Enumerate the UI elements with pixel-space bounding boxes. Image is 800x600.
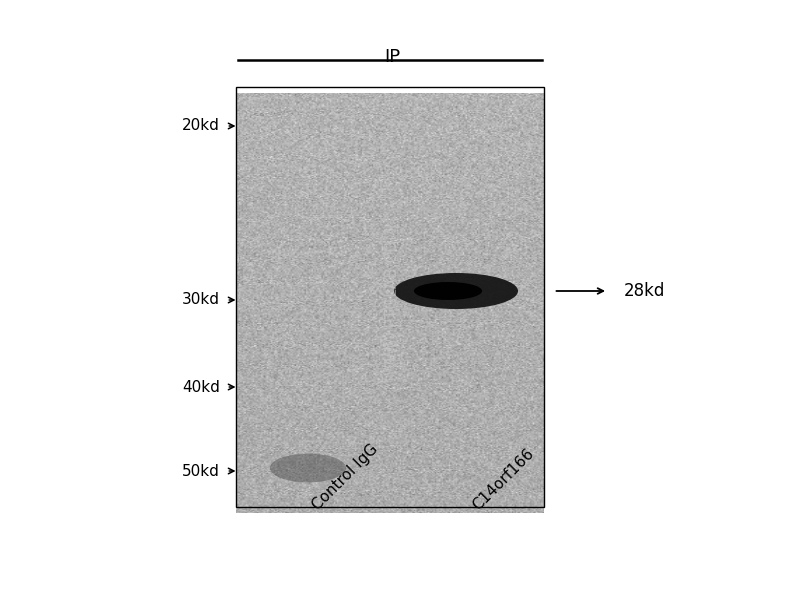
Text: IP: IP: [384, 48, 400, 66]
Text: 40kd: 40kd: [182, 379, 220, 395]
Text: 20kd: 20kd: [182, 118, 220, 133]
Text: 30kd: 30kd: [182, 292, 220, 307]
Text: 50kd: 50kd: [182, 463, 220, 479]
Text: WWW.PTGLAB.COM: WWW.PTGLAB.COM: [385, 226, 399, 374]
Text: 28kd: 28kd: [624, 282, 666, 300]
Text: C14orf166: C14orf166: [470, 446, 537, 513]
Bar: [236, 87, 544, 507]
Ellipse shape: [414, 282, 482, 300]
Ellipse shape: [394, 273, 518, 309]
Ellipse shape: [270, 454, 346, 482]
Text: Control IgG: Control IgG: [310, 442, 381, 513]
